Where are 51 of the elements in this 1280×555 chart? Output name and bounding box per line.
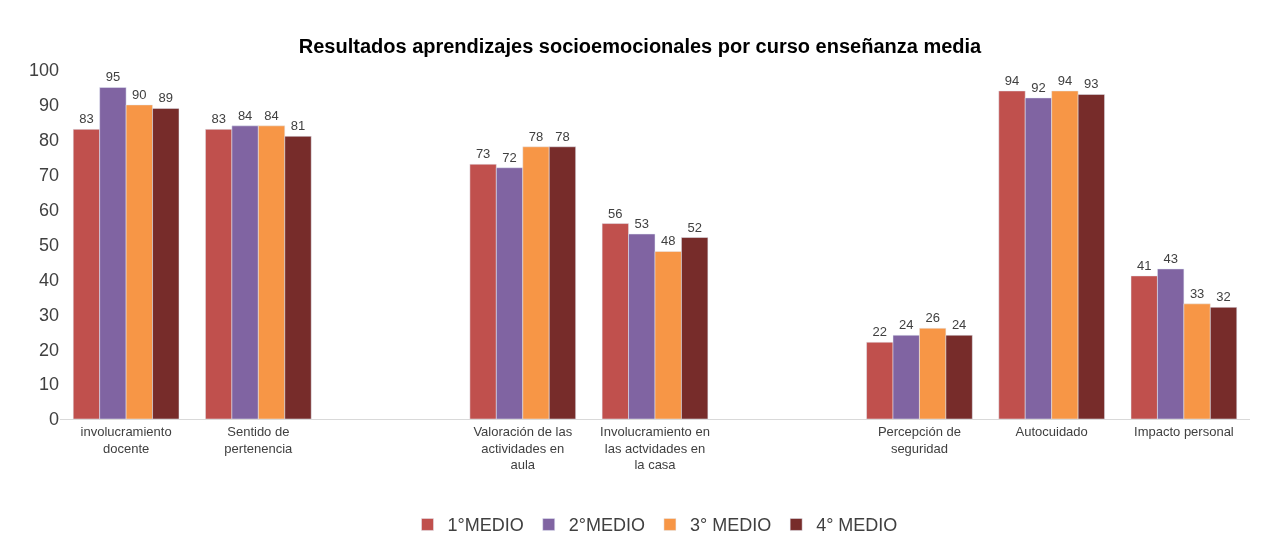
data-label: 95 <box>105 69 121 85</box>
data-label: 90 <box>132 86 147 102</box>
data-label: 81 <box>290 118 306 134</box>
chart-title: Resultados aprendizajes socioemocionales por curso enseñanza media <box>298 34 983 57</box>
data-label: 78 <box>528 128 544 144</box>
data-label: 43 <box>1163 250 1178 266</box>
data-label: 83 <box>79 111 94 127</box>
data-label: 84 <box>237 107 253 123</box>
x-tick-label: involucramiento docente <box>80 423 172 456</box>
data-label: 26 <box>925 310 940 326</box>
y-tick-label: 90 <box>38 95 59 116</box>
x-tick-label: Percepción de seguridad <box>877 423 961 456</box>
data-label: 41 <box>1136 257 1152 273</box>
legend-label: 3° MEDIO <box>689 515 772 536</box>
x-tick-label: Involucramiento en las actvidades en la casa <box>600 423 710 473</box>
data-label: 24 <box>951 317 967 333</box>
data-label: 89 <box>158 90 174 106</box>
data-label: 94 <box>1004 72 1020 88</box>
data-label: 84 <box>264 107 279 123</box>
legend-label: 4° MEDIO <box>816 515 898 536</box>
data-label: 72 <box>502 149 517 165</box>
y-tick-label: 50 <box>38 234 59 255</box>
y-tick-label: 10 <box>38 374 59 395</box>
y-tick-label: 80 <box>38 130 59 151</box>
data-label: 56 <box>608 205 623 221</box>
x-tick-label: Sentido de pertenencia <box>224 423 294 456</box>
y-tick-label: 20 <box>38 339 59 360</box>
data-label: 93 <box>1084 76 1099 92</box>
y-tick-label: 30 <box>38 304 59 325</box>
data-label: 32 <box>1216 289 1231 305</box>
x-tick-label: Autocuidado <box>1015 423 1088 439</box>
y-tick-label: 40 <box>38 269 59 290</box>
data-label: 33 <box>1189 285 1205 301</box>
legend-label: 1°MEDIO <box>447 515 524 536</box>
y-tick-label: 100 <box>28 60 59 81</box>
data-label: 48 <box>660 233 676 249</box>
x-tick-label: Impacto personal <box>1134 423 1234 439</box>
legend-label: 2°MEDIO <box>568 515 645 536</box>
data-label: 92 <box>1031 79 1046 95</box>
data-label: 73 <box>475 146 491 162</box>
data-label: 78 <box>555 128 570 144</box>
data-label: 52 <box>687 219 702 235</box>
data-label: 24 <box>898 317 914 333</box>
y-tick-label: 70 <box>38 165 59 185</box>
data-label: 94 <box>1057 72 1073 88</box>
data-label: 53 <box>634 216 650 232</box>
x-tick-label: Valoración de las actividades en aula <box>473 423 573 473</box>
y-tick-label: 0 <box>48 409 59 430</box>
data-label: 83 <box>211 111 226 127</box>
y-tick-label: 60 <box>38 199 59 220</box>
data-label: 22 <box>872 324 888 340</box>
